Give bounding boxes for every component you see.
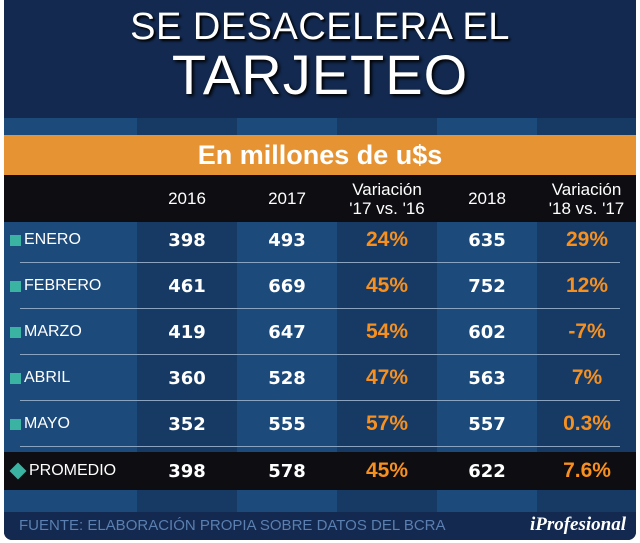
header-text: '17 vs. '16	[349, 198, 425, 218]
value-cell: 360	[168, 367, 206, 389]
variation-cell: 45%	[365, 459, 409, 482]
row-label-text: MARZO	[24, 323, 82, 340]
source-note: FUENTE: ELABORACIÓN PROPIA SOBRE DATOS D…	[19, 517, 446, 534]
value-cell: 398	[168, 229, 206, 251]
value-cell: 352	[168, 413, 206, 435]
units-banner: En millones de u$s	[4, 135, 636, 175]
variation-cell: -7%	[568, 320, 606, 343]
row-divider	[20, 400, 620, 401]
value-cell: 563	[468, 367, 506, 389]
row-label-text: PROMEDIO	[29, 462, 117, 479]
variation-cell: 57%	[365, 412, 409, 435]
header-text: '18 vs. '17	[548, 198, 625, 218]
value-cell: 398	[168, 460, 206, 482]
table-row: ABRIL 360 528 47% 563 7%	[4, 355, 636, 401]
value-cell: 528	[268, 367, 306, 389]
value-cell: 635	[468, 229, 506, 251]
row-label-text: MAYO	[24, 415, 70, 432]
variation-cell: 45%	[365, 274, 409, 297]
row-label-text: ENERO	[24, 231, 81, 248]
value-cell: 555	[268, 413, 306, 435]
table-row: MARZO 419 647 54% 602 -7%	[4, 309, 636, 355]
square-marker-icon	[10, 326, 21, 338]
value-cell: 602	[468, 321, 506, 343]
variation-cell: 29%	[565, 228, 609, 251]
square-marker-icon	[10, 280, 21, 292]
header-var-18-17: Variación '18 vs. '17	[537, 175, 636, 222]
header-text: Variación	[352, 179, 422, 199]
title-line-2: TARJETEO	[171, 43, 469, 106]
value-cell: 752	[468, 275, 506, 297]
row-label: FEBRERO	[10, 263, 101, 309]
variation-cell: 54%	[365, 320, 409, 343]
square-marker-icon	[10, 418, 21, 430]
row-label: MARZO	[10, 309, 82, 355]
variation-cell: 7%	[571, 366, 603, 389]
row-label-text: FEBRERO	[24, 277, 102, 294]
header-text: Variación	[551, 179, 622, 199]
value-cell: 647	[268, 321, 306, 343]
header-2018: 2018	[468, 189, 506, 208]
variation-cell: 47%	[365, 366, 409, 389]
value-cell: 493	[268, 229, 306, 251]
diamond-marker-icon	[9, 462, 27, 480]
value-cell: 622	[468, 460, 506, 482]
square-marker-icon	[10, 234, 21, 246]
row-label: ABRIL	[10, 355, 70, 401]
row-divider	[20, 354, 620, 355]
row-label-text: ABRIL	[24, 369, 71, 386]
value-cell: 669	[268, 275, 306, 297]
variation-cell: 12%	[565, 274, 609, 297]
row-label: ENERO	[10, 217, 81, 263]
table-header: 2016 2017 Variación '17 vs. '16 2018 Vari…	[4, 175, 636, 222]
summary-row: PROMEDIO 398 578 45% 622 7.6%	[4, 452, 636, 490]
header-2017: 2017	[268, 189, 306, 208]
value-cell: 419	[168, 321, 206, 343]
value-cell: 461	[168, 275, 206, 297]
square-marker-icon	[10, 372, 21, 384]
row-divider	[20, 262, 620, 263]
header-var-17-16: Variación '17 vs. '16	[337, 175, 437, 222]
infographic-panel: SE DESACELERA EL TARJETEO En millones de…	[4, 0, 636, 540]
row-divider	[20, 446, 620, 447]
variation-cell: 7.6%	[563, 459, 611, 482]
row-label: MAYO	[10, 401, 70, 447]
title-line-1: SE DESACELERA EL	[130, 6, 510, 48]
brand-logo: iProfesional	[529, 514, 626, 535]
variation-cell: 0.3%	[563, 412, 611, 435]
row-divider	[20, 308, 620, 309]
footer: FUENTE: ELABORACIÓN PROPIA SOBRE DATOS D…	[4, 512, 636, 540]
value-cell: 578	[268, 460, 306, 482]
row-label: PROMEDIO	[9, 452, 117, 490]
variation-cell: 24%	[365, 228, 409, 251]
table-row: ENERO 398 493 24% 635 29%	[4, 217, 636, 263]
table-row: MAYO 352 555 57% 557 0.3%	[4, 401, 636, 447]
header-2016: 2016	[168, 189, 206, 208]
table-row: FEBRERO 461 669 45% 752 12%	[4, 263, 636, 309]
value-cell: 557	[468, 413, 506, 435]
